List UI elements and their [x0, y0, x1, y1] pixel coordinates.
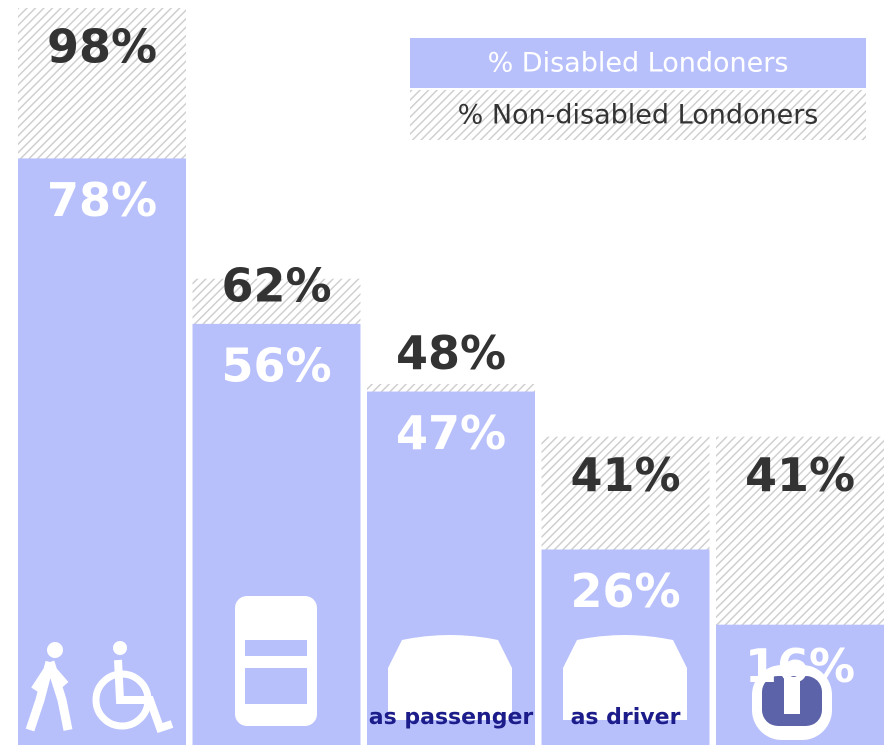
legend-swatch	[410, 38, 866, 88]
bus-icon	[235, 596, 317, 726]
legend-swatch	[410, 90, 866, 140]
icons	[25, 596, 832, 740]
labels: 98% 78% 62% 56% 48% 47% as passenger 41% 26% as d…	[47, 20, 855, 731]
value-label: 26%	[570, 564, 680, 618]
walker-icon	[47, 642, 63, 658]
category-label: as passenger	[369, 705, 534, 730]
wheelchair-icon	[113, 641, 127, 655]
value-label: 16%	[745, 639, 855, 693]
value-label: 78%	[47, 173, 157, 227]
value-label: 98%	[47, 20, 157, 74]
car-icon	[563, 635, 687, 720]
bar	[18, 158, 186, 746]
legend: % Disabled Londoners % Non-disabled Londo…	[410, 38, 866, 140]
value-label: 48%	[396, 326, 506, 380]
legend-label: % Disabled Londoners	[488, 48, 789, 79]
legend-label: % Non-disabled Londoners	[458, 100, 819, 131]
bus-icon	[245, 668, 307, 704]
value-label: 56%	[221, 338, 331, 392]
bus-icon	[245, 640, 307, 656]
value-label: 41%	[745, 448, 855, 502]
cable-car-icon	[784, 678, 800, 714]
value-label: 47%	[396, 406, 506, 460]
value-label: 62%	[221, 258, 331, 312]
wheelchair-icon	[114, 659, 174, 734]
car-icon	[388, 635, 512, 720]
walker-icon	[25, 660, 73, 732]
value-label: 41%	[570, 448, 680, 502]
category-label: as driver	[571, 705, 681, 730]
